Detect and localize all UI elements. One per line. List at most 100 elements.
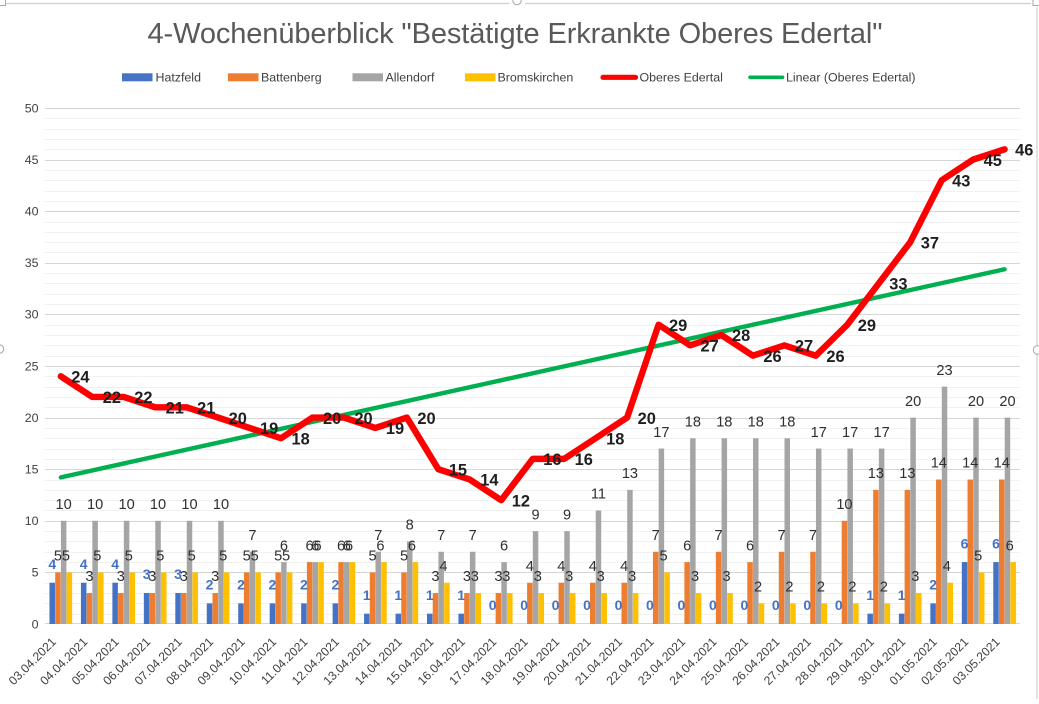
svg-text:4: 4 xyxy=(111,556,119,572)
svg-text:Allendorf: Allendorf xyxy=(386,71,435,85)
svg-text:3: 3 xyxy=(911,569,919,585)
svg-text:0: 0 xyxy=(583,597,591,613)
svg-text:1: 1 xyxy=(426,587,434,603)
svg-text:10: 10 xyxy=(836,497,852,513)
svg-text:3: 3 xyxy=(211,569,219,585)
svg-text:37: 37 xyxy=(921,234,939,252)
svg-text:10: 10 xyxy=(56,497,72,513)
svg-text:33: 33 xyxy=(889,276,907,294)
svg-text:20: 20 xyxy=(229,410,247,428)
svg-text:27: 27 xyxy=(701,338,719,356)
svg-text:0: 0 xyxy=(803,597,811,613)
svg-text:3: 3 xyxy=(148,569,156,585)
svg-text:5: 5 xyxy=(54,549,62,565)
svg-text:6: 6 xyxy=(683,538,691,554)
svg-text:3: 3 xyxy=(174,566,182,582)
svg-text:4: 4 xyxy=(589,559,597,575)
svg-text:4: 4 xyxy=(80,556,88,572)
svg-text:0: 0 xyxy=(552,597,560,613)
svg-text:35: 35 xyxy=(25,256,39,270)
svg-text:0: 0 xyxy=(740,597,748,613)
svg-text:17: 17 xyxy=(653,425,669,441)
svg-text:18: 18 xyxy=(685,414,701,430)
svg-text:2: 2 xyxy=(929,577,937,593)
svg-text:2: 2 xyxy=(817,580,825,596)
svg-text:20: 20 xyxy=(968,394,984,410)
svg-text:0: 0 xyxy=(32,617,39,631)
svg-text:7: 7 xyxy=(437,528,445,544)
svg-text:18: 18 xyxy=(779,414,795,430)
svg-text:3: 3 xyxy=(494,569,502,585)
svg-text:Linear (Oberes Edertal): Linear (Oberes Edertal) xyxy=(786,71,915,85)
svg-text:0: 0 xyxy=(772,597,780,613)
svg-text:25: 25 xyxy=(25,359,39,373)
svg-text:5: 5 xyxy=(974,549,982,565)
svg-text:5: 5 xyxy=(282,549,290,565)
svg-text:21: 21 xyxy=(197,399,215,417)
svg-text:5: 5 xyxy=(32,566,39,580)
svg-text:8: 8 xyxy=(406,518,414,534)
svg-text:2: 2 xyxy=(785,580,793,596)
svg-text:17: 17 xyxy=(811,425,827,441)
svg-text:7: 7 xyxy=(809,528,817,544)
svg-text:0: 0 xyxy=(615,597,623,613)
svg-text:4: 4 xyxy=(943,559,951,575)
svg-text:10: 10 xyxy=(118,497,134,513)
svg-text:12: 12 xyxy=(512,492,530,510)
svg-text:17: 17 xyxy=(842,425,858,441)
svg-text:10: 10 xyxy=(87,497,103,513)
svg-text:28: 28 xyxy=(732,327,750,345)
svg-text:20: 20 xyxy=(905,394,921,410)
svg-text:0: 0 xyxy=(709,597,717,613)
svg-text:3: 3 xyxy=(85,569,93,585)
svg-text:20: 20 xyxy=(354,410,372,428)
svg-text:0: 0 xyxy=(678,597,686,613)
svg-text:5: 5 xyxy=(62,549,70,565)
svg-text:6: 6 xyxy=(408,538,416,554)
svg-text:Battenberg: Battenberg xyxy=(261,71,322,85)
svg-text:0: 0 xyxy=(646,597,654,613)
svg-text:6: 6 xyxy=(992,535,1000,551)
svg-text:5: 5 xyxy=(400,549,408,565)
svg-text:21: 21 xyxy=(166,399,184,417)
svg-text:3: 3 xyxy=(722,569,730,585)
svg-text:29: 29 xyxy=(858,317,876,335)
svg-text:3: 3 xyxy=(431,569,439,585)
svg-text:27: 27 xyxy=(795,338,813,356)
svg-text:4: 4 xyxy=(557,559,565,575)
svg-text:14: 14 xyxy=(931,456,947,472)
svg-text:3: 3 xyxy=(117,569,125,585)
svg-text:4: 4 xyxy=(620,559,628,575)
svg-text:6: 6 xyxy=(306,538,314,554)
svg-text:0: 0 xyxy=(489,597,497,613)
svg-text:18: 18 xyxy=(748,414,764,430)
svg-text:40: 40 xyxy=(25,205,39,219)
svg-text:14: 14 xyxy=(994,456,1010,472)
svg-text:23: 23 xyxy=(936,363,952,379)
svg-text:6: 6 xyxy=(337,538,345,554)
svg-text:7: 7 xyxy=(652,528,660,544)
svg-text:3: 3 xyxy=(180,569,188,585)
svg-text:1: 1 xyxy=(866,587,874,603)
svg-text:13: 13 xyxy=(899,466,915,482)
svg-text:2: 2 xyxy=(206,577,214,593)
svg-text:43: 43 xyxy=(952,172,970,190)
svg-text:6: 6 xyxy=(313,538,321,554)
svg-text:6: 6 xyxy=(1006,538,1014,554)
svg-text:6: 6 xyxy=(961,535,969,551)
svg-text:3: 3 xyxy=(565,569,573,585)
svg-text:46: 46 xyxy=(1015,141,1033,159)
svg-text:9: 9 xyxy=(563,507,571,523)
svg-text:45: 45 xyxy=(25,153,39,167)
svg-text:7: 7 xyxy=(469,528,477,544)
svg-text:4: 4 xyxy=(526,559,534,575)
svg-text:4: 4 xyxy=(439,559,447,575)
svg-text:18: 18 xyxy=(292,430,310,448)
svg-text:2: 2 xyxy=(754,580,762,596)
svg-text:19: 19 xyxy=(260,420,278,438)
svg-text:18: 18 xyxy=(716,414,732,430)
svg-text:20: 20 xyxy=(999,394,1015,410)
svg-text:26: 26 xyxy=(763,348,781,366)
svg-text:3: 3 xyxy=(471,569,479,585)
svg-text:Bromskirchen: Bromskirchen xyxy=(498,71,574,85)
